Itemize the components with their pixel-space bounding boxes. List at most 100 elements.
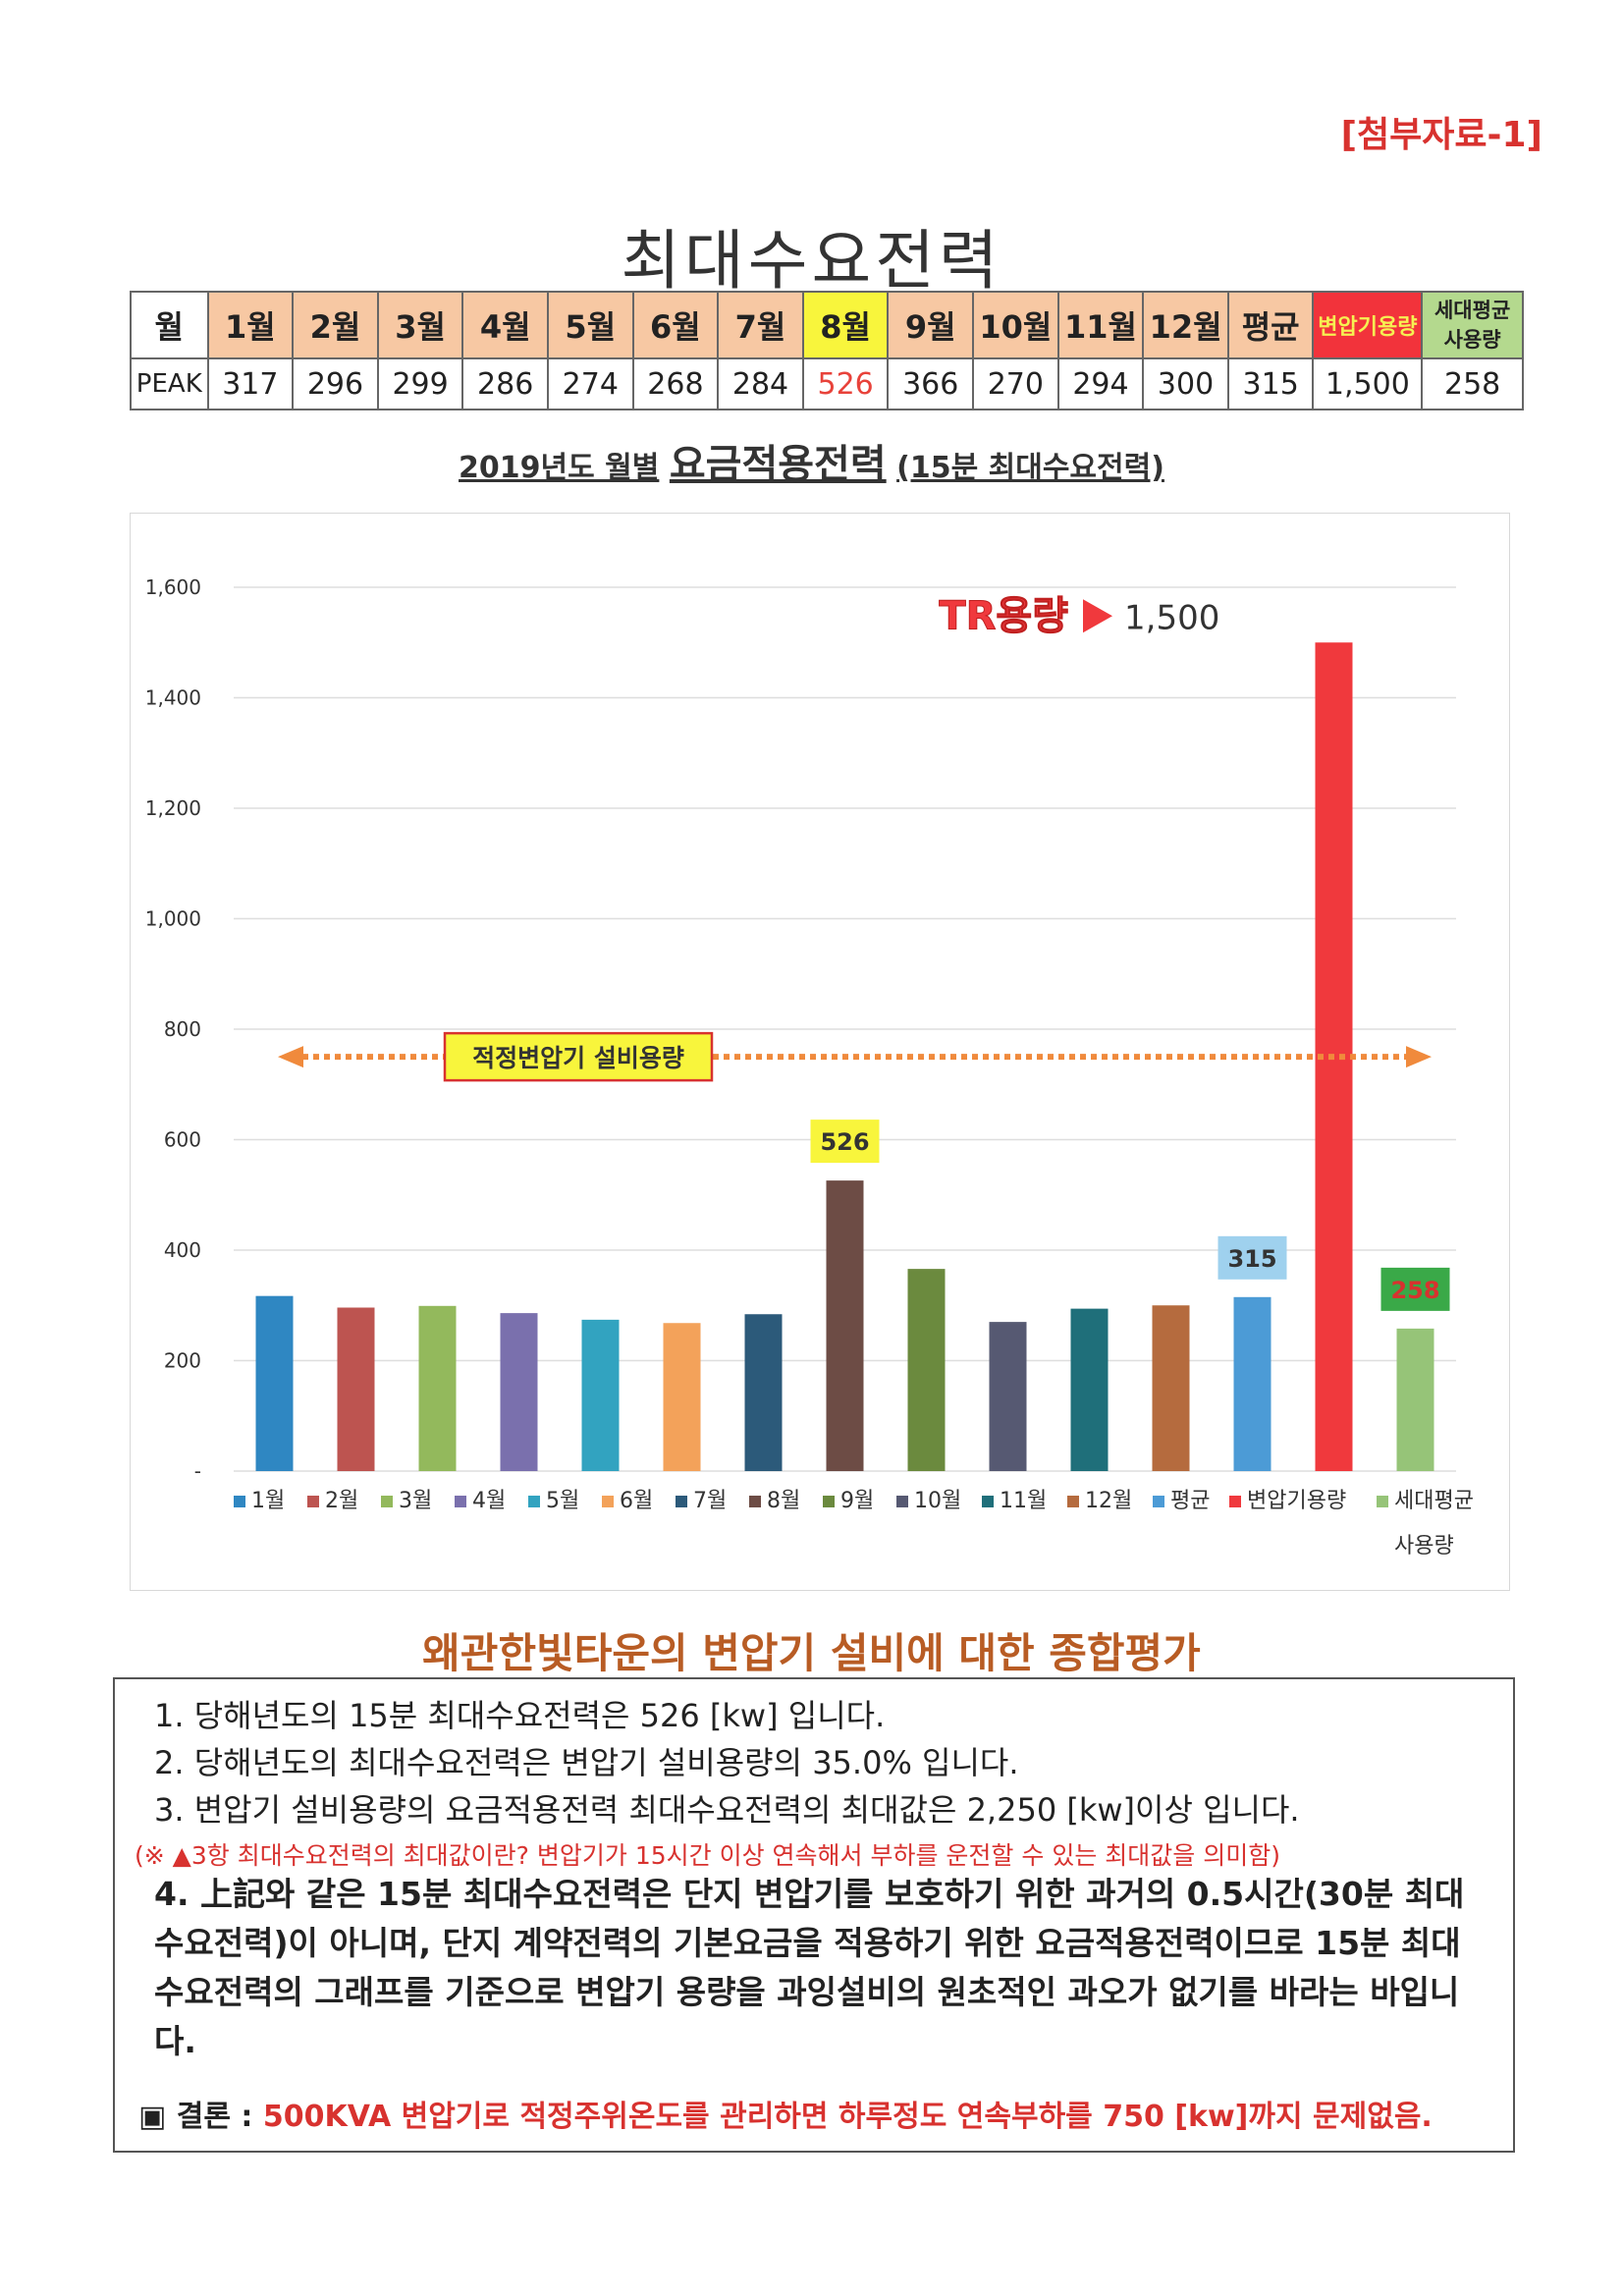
- reference-label-box: [443, 1031, 714, 1082]
- legend-label: 6월: [620, 1489, 653, 1513]
- legend-label: 12월: [1085, 1489, 1132, 1513]
- y-tick-label: 1,000: [145, 907, 201, 931]
- peak-table: 월 1월 2월 3월 4월 5월 6월 7월 8월 9월 10월 11월 12월…: [130, 291, 1524, 410]
- y-tick-label: 600: [164, 1128, 201, 1152]
- table-header-cell: 변압기용량: [1312, 291, 1424, 359]
- reference-arrow-right: [1406, 1046, 1432, 1068]
- table-header-cell: 10월: [972, 291, 1059, 359]
- y-tick-label: -: [194, 1459, 201, 1483]
- tr-label: TR용량: [939, 593, 1068, 638]
- reference-label: 적정변압기 설비용량: [472, 1044, 684, 1072]
- legend-label: 10월: [914, 1489, 961, 1513]
- bar: [500, 1313, 538, 1471]
- legend-swatch: [1377, 1496, 1388, 1507]
- table-cell: 315: [1226, 357, 1315, 410]
- table-cell: 296: [292, 357, 379, 410]
- table-header-cell: 12월: [1142, 291, 1229, 359]
- tr-value: 1,500: [1124, 598, 1219, 637]
- legend-swatch: [307, 1496, 319, 1507]
- legend-label: 2월: [325, 1489, 358, 1513]
- table-cell: 300: [1142, 357, 1229, 410]
- bar: [337, 1307, 375, 1471]
- table-cell: 268: [631, 357, 720, 410]
- table-header-cell: 2월: [292, 291, 379, 359]
- table-header-cell: 세대평균 사용량: [1421, 291, 1524, 359]
- bar: [989, 1322, 1027, 1471]
- legend-label: 3월: [399, 1489, 432, 1513]
- evaluation-note: (※ ▲3항 최대수요전력의 최대값이란? 변압기가 15시간 이상 연속해서 …: [135, 1841, 1280, 1870]
- table-value-row: PEAK 317 296 299 286 274 268 284 526 366…: [130, 357, 1524, 410]
- chart-title-suffix: (15분 최대수요전력): [896, 451, 1164, 485]
- legend-swatch: [749, 1496, 761, 1507]
- y-tick-label: 200: [164, 1349, 201, 1373]
- evaluation-item-2: 2. 당해년도의 최대수요전력은 변압기 설비용량의 35.0% 입니다.: [154, 1744, 1019, 1781]
- y-tick-label: 1,200: [145, 796, 201, 820]
- legend-label: 변압기용량: [1247, 1489, 1346, 1513]
- legend-swatch: [1067, 1496, 1079, 1507]
- evaluation-item-3: 3. 변압기 설비용량의 요금적용전력 최대수요전력의 최대값은 2,250 […: [154, 1791, 1300, 1829]
- legend-label: 5월: [546, 1489, 579, 1513]
- chart-area: - 200 400 600 800 1,000 1,200 1,400 1,600 적정변압기 설…: [130, 513, 1510, 1591]
- chart-title: 2019년도 월별 요금적용전력 (15분 최대수요전력): [0, 432, 1623, 489]
- table-cell: 270: [972, 357, 1059, 410]
- data-label: 258: [1390, 1277, 1439, 1304]
- y-tick-label: 1,600: [145, 575, 201, 599]
- legend-swatch: [234, 1496, 245, 1507]
- bar: [1396, 1328, 1434, 1471]
- tr-arrow: [1083, 599, 1112, 633]
- legend-swatch: [823, 1496, 835, 1507]
- table-cell: 258: [1421, 357, 1524, 410]
- table-cell: 299: [376, 357, 464, 410]
- legend-swatch: [676, 1496, 687, 1507]
- bar: [1233, 1296, 1271, 1471]
- table-cell: 286: [461, 357, 549, 410]
- legend-label: 사용량: [1394, 1534, 1454, 1558]
- bar: [907, 1269, 946, 1471]
- table-row-label: PEAK: [130, 357, 209, 410]
- legend-swatch: [1229, 1496, 1241, 1507]
- bar: [1152, 1305, 1190, 1471]
- bar: [418, 1305, 457, 1471]
- legend-swatch: [381, 1496, 393, 1507]
- table-cell: 317: [206, 357, 295, 410]
- bar: [663, 1323, 701, 1471]
- legend-swatch: [1153, 1496, 1164, 1507]
- evaluation-box: 1. 당해년도의 15분 최대수요전력은 526 [kw] 입니다. 2. 당해…: [113, 1677, 1515, 2153]
- legend-label: 11월: [1000, 1489, 1047, 1513]
- conclusion-label: ▣ 결론 :: [138, 2100, 253, 2134]
- table-cell: 526: [801, 357, 890, 410]
- table-header-cell: 7월: [717, 291, 804, 359]
- table-cell: 366: [887, 357, 975, 410]
- reference-arrow-left: [278, 1046, 303, 1068]
- table-header-cell: 11월: [1056, 291, 1145, 359]
- legend-swatch: [896, 1496, 908, 1507]
- bar: [744, 1314, 783, 1471]
- data-label-box: [1217, 1235, 1287, 1280]
- table-header-cell: 6월: [631, 291, 720, 359]
- data-label-box: [810, 1120, 880, 1164]
- header-line: 세대평균: [1434, 299, 1511, 322]
- table-header-cell: 5월: [546, 291, 634, 359]
- table-header-cell: 9월: [887, 291, 975, 359]
- table-header-cell: 4월: [461, 291, 549, 359]
- page-title: 최대수요전력: [621, 223, 1002, 299]
- bar: [581, 1319, 620, 1471]
- legend-label: 평균: [1170, 1489, 1210, 1513]
- table-cell: 294: [1056, 357, 1145, 410]
- legend-label: 7월: [693, 1489, 727, 1513]
- evaluation-item-1: 1. 당해년도의 15분 최대수요전력은 526 [kw] 입니다.: [154, 1697, 886, 1734]
- legend-swatch: [982, 1496, 994, 1507]
- chart-title-main: 요금적용전력: [669, 442, 887, 487]
- bar: [1070, 1308, 1109, 1471]
- data-label-box: [1380, 1267, 1450, 1311]
- table-header-cell: 1월: [206, 291, 295, 359]
- table-cell: 274: [546, 357, 634, 410]
- evaluation-title: 왜관한빛타운의 변압기 설비에 대한 종합평가: [422, 1629, 1201, 1677]
- legend-swatch: [602, 1496, 614, 1507]
- conclusion-text: 500KVA 변압기로 적정주위온도를 관리하면 하루정도 연속부하를 750 …: [262, 2100, 1433, 2134]
- data-label: 526: [820, 1128, 869, 1156]
- y-tick-label: 400: [164, 1238, 201, 1262]
- legend-label: 1월: [251, 1489, 285, 1513]
- chart-title-prefix: 2019년도 월별: [459, 451, 660, 485]
- legend-label: 세대평균: [1394, 1489, 1474, 1513]
